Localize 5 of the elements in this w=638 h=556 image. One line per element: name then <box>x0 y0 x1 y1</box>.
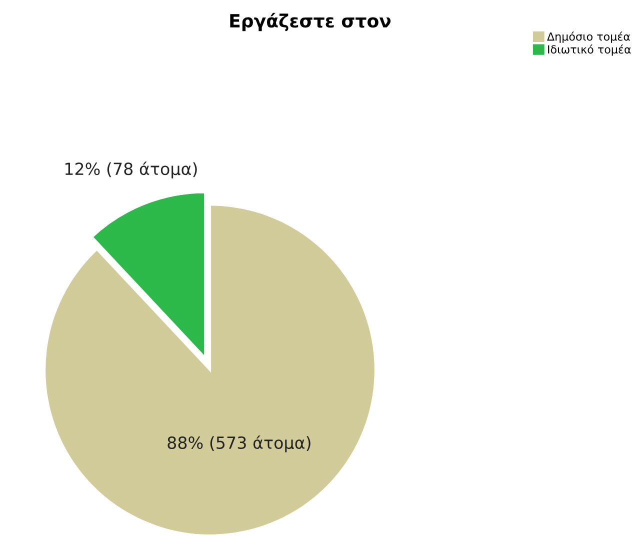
data-label: 88% (573 άτομα) <box>168 435 310 452</box>
data-label: 12% (78 άτομα) <box>65 162 197 178</box>
legend-label: Ιδιωτικό τομέα <box>548 44 631 56</box>
legend-label: Δημόσιο τομέα <box>547 32 630 43</box>
chart-title: Εργάζεστε στον <box>230 12 391 32</box>
